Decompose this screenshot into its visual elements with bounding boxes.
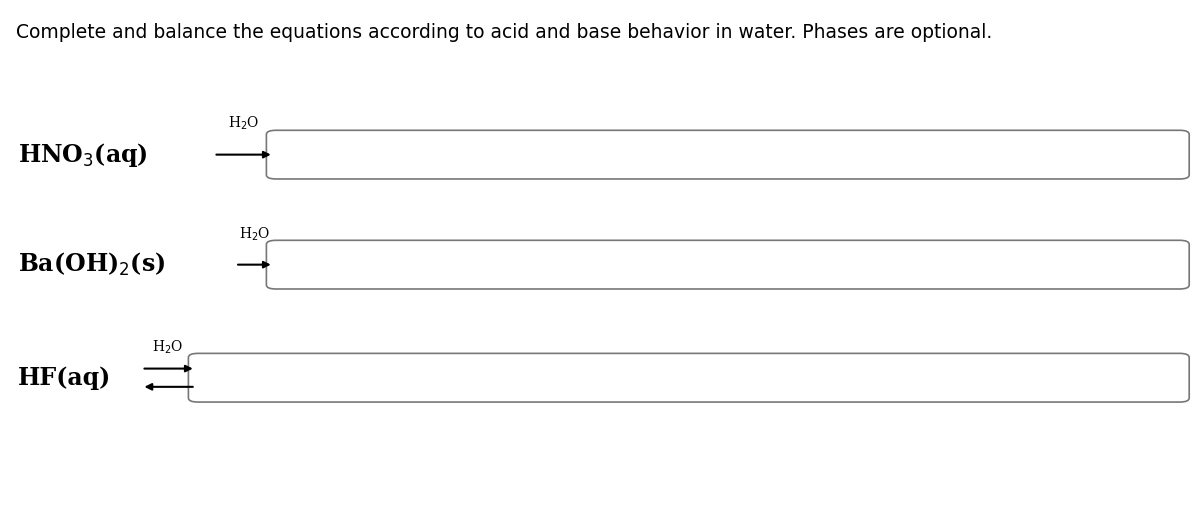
Text: H$_{2}$O: H$_{2}$O <box>228 115 259 132</box>
Text: HNO$_{3}$(aq): HNO$_{3}$(aq) <box>18 140 148 169</box>
Text: H$_{2}$O: H$_{2}$O <box>239 226 270 243</box>
Text: H$_{2}$O: H$_{2}$O <box>152 339 184 356</box>
FancyBboxPatch shape <box>266 240 1189 289</box>
Text: HF(aq): HF(aq) <box>18 366 112 390</box>
FancyBboxPatch shape <box>188 353 1189 402</box>
FancyBboxPatch shape <box>266 130 1189 179</box>
Text: Ba(OH)$_{2}$(s): Ba(OH)$_{2}$(s) <box>18 251 166 278</box>
Text: Complete and balance the equations according to acid and base behavior in water.: Complete and balance the equations accor… <box>16 23 992 42</box>
